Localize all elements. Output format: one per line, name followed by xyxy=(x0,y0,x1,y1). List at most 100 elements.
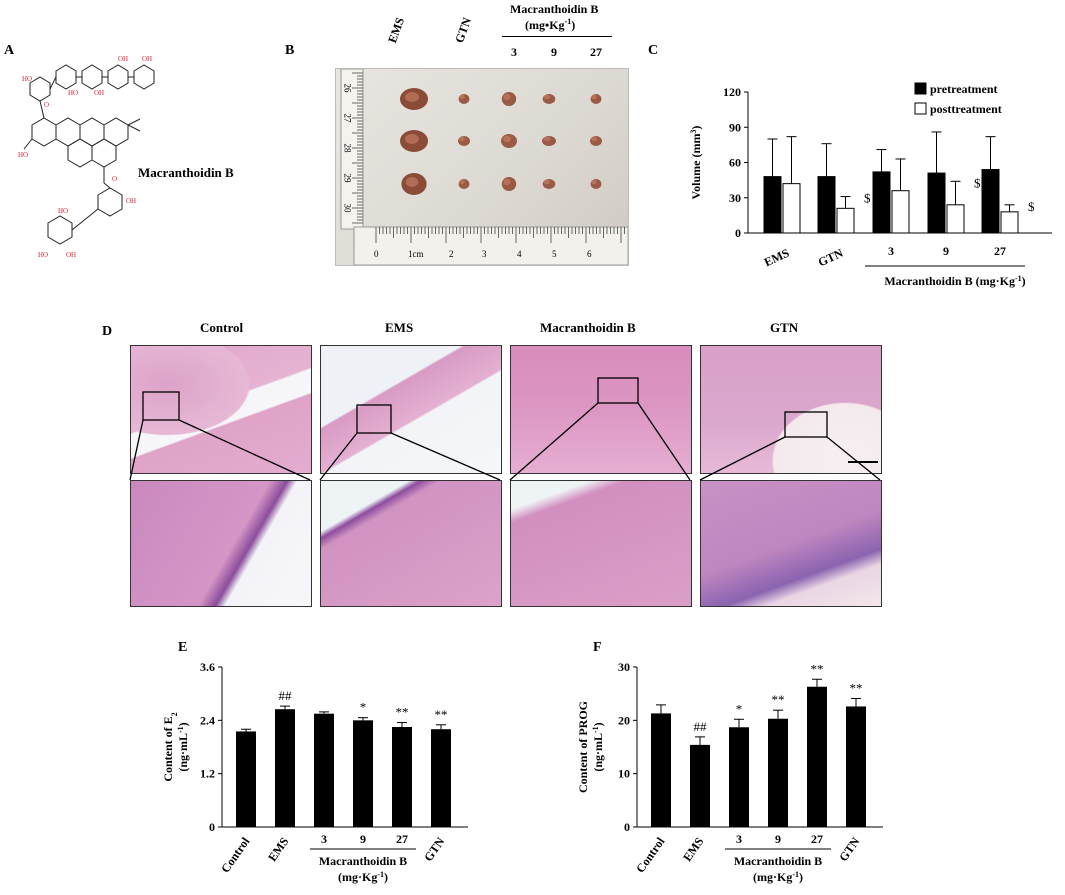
e-bar-0 xyxy=(236,731,256,827)
c-xtick: 27 xyxy=(994,244,1006,258)
f-group-unit: (mg·Kg-1) xyxy=(753,870,803,885)
panel-letter-f: F xyxy=(593,640,602,655)
c-legend-swatch-pretreatment xyxy=(914,82,927,95)
f-ytick: 30 xyxy=(618,660,630,674)
f-bar-3 xyxy=(768,718,788,827)
lesion-photo-drawing xyxy=(340,68,629,266)
panel-letter-b: B xyxy=(285,43,295,58)
ruler-num-5: 5 xyxy=(552,249,557,259)
e-ytick: 1.2 xyxy=(200,767,215,781)
f-group-label: Macranthoidin B xyxy=(734,854,822,868)
col-title-macranthoidin: Macranthoidin B xyxy=(540,320,636,335)
group-underline-b xyxy=(502,36,612,37)
f-bar-0 xyxy=(651,713,671,827)
c-legend-label-posttreatment: posttreatment xyxy=(930,102,1002,116)
c-xtick: 9 xyxy=(943,244,949,258)
e-bar-5 xyxy=(431,729,451,827)
lesion-photo: 26 27 28 29 30 0 1cm 2 3 4 5 6 xyxy=(335,68,629,266)
col-title-control: Control xyxy=(200,320,244,335)
c-annotation: $ xyxy=(1028,199,1035,214)
e-xtick-2: 3 xyxy=(321,832,327,846)
c-xtick: 3 xyxy=(888,244,894,258)
c-ytick: 120 xyxy=(723,85,741,99)
f-ytick: 20 xyxy=(618,713,630,727)
e-ytick: 3.6 xyxy=(200,660,215,674)
panel-letter-a: A xyxy=(4,43,15,58)
panel-letter-c: C xyxy=(648,43,659,58)
e-bar-2 xyxy=(314,713,334,827)
ruler-num-1: 1cm xyxy=(408,249,424,259)
f-ylabel-line2: (ng·mL-1) xyxy=(591,722,606,771)
f-bar-2 xyxy=(729,727,749,827)
e-annotation-3: * xyxy=(360,700,367,715)
f-annotation-1: ## xyxy=(694,719,708,734)
e-ytick: 2.4 xyxy=(200,713,215,727)
chart-e: 0 1.2 2.4 3.6 Content of E2(ng·mL-1) Control #… xyxy=(161,660,468,885)
macranthoidin-b-structure: HO O HO OH OH OH HO O OH HO OH HO xyxy=(18,55,155,259)
e-ylabel-line1: Content of E2 xyxy=(161,712,179,781)
ruler-num-6: 6 xyxy=(587,249,592,259)
e-ylabel-line2: (ng·mL-1) xyxy=(176,722,191,771)
svg-text:HO: HO xyxy=(68,89,78,97)
c-ytick: 30 xyxy=(729,191,741,205)
ruler-num-0: 0 xyxy=(374,249,379,259)
e-bar-3 xyxy=(353,720,373,827)
panel-letter-d: D xyxy=(102,324,113,339)
e-xtick-0: Control xyxy=(218,834,253,875)
c-annotation: $ xyxy=(974,175,981,190)
c-ytick: 60 xyxy=(729,156,741,170)
dose-27-b: 27 xyxy=(590,45,602,59)
svg-text:OH: OH xyxy=(142,55,152,63)
dose-3-b: 3 xyxy=(511,45,517,59)
f-annotation-4: ** xyxy=(811,661,824,676)
svg-text:HO: HO xyxy=(38,251,48,259)
e-annotation-1: ## xyxy=(279,688,293,703)
c-annotation: $ xyxy=(864,191,871,206)
histology-macranthoidin-high xyxy=(510,480,692,607)
e-bar-1 xyxy=(275,709,295,827)
group-title-b: Macranthoidin B xyxy=(510,2,599,16)
svg-text:HO: HO xyxy=(22,75,32,83)
f-xtick-0: Control xyxy=(633,834,668,875)
histology-control-high xyxy=(130,480,312,607)
c-legend-swatch-posttreatment xyxy=(914,102,927,115)
e-annotation-4: ** xyxy=(396,705,409,720)
e-group-label: Macranthoidin B xyxy=(319,854,407,868)
f-xtick-3: 9 xyxy=(775,832,781,846)
svg-text:OH: OH xyxy=(66,251,76,259)
svg-text:OH: OH xyxy=(118,55,128,63)
c-ylabel: Volume (mm3) xyxy=(689,126,704,200)
f-annotation-2: * xyxy=(736,701,743,716)
histology-control-low xyxy=(130,345,312,474)
f-ytick: 0 xyxy=(624,820,630,834)
dose-9-b: 9 xyxy=(551,45,557,59)
svg-text:HO: HO xyxy=(18,151,28,159)
f-bar-4 xyxy=(807,686,827,827)
f-ytick: 10 xyxy=(618,767,630,781)
histology-ems-high xyxy=(320,480,502,607)
e-ytick: 0 xyxy=(209,820,215,834)
e-annotation-5: ** xyxy=(435,707,448,722)
f-xtick-1: EMS xyxy=(680,834,707,864)
col-title-ems: EMS xyxy=(385,320,414,335)
e-xtick-1: EMS xyxy=(265,834,292,864)
c-bar-pretreatment-1 xyxy=(817,176,836,234)
svg-text:O: O xyxy=(44,101,49,109)
f-bar-1 xyxy=(690,744,710,827)
f-bar-5 xyxy=(846,706,866,827)
e-xtick-3: 9 xyxy=(360,832,366,846)
e-bar-4 xyxy=(392,727,412,827)
e-xtick-4: 27 xyxy=(396,832,408,846)
chart-f: 0 10 20 30 Content of PROG (ng·mL-1) Control ##… xyxy=(576,660,883,885)
ruler-num-2: 2 xyxy=(449,249,454,259)
f-xtick-4: 27 xyxy=(811,832,823,846)
f-xtick-2: 3 xyxy=(736,832,742,846)
c-group-label: Macranthoidin B (mg·Kg-1) xyxy=(884,274,1025,289)
c-legend-label-pretreatment: pretreatment xyxy=(930,82,998,96)
f-annotation-5: ** xyxy=(850,680,863,695)
f-xtick-5: GTN xyxy=(836,834,863,864)
compound-label: Macranthoidin B xyxy=(138,165,234,180)
e-group-unit: (mg·Kg-1) xyxy=(338,870,388,885)
ruler-num-3: 3 xyxy=(482,249,487,259)
